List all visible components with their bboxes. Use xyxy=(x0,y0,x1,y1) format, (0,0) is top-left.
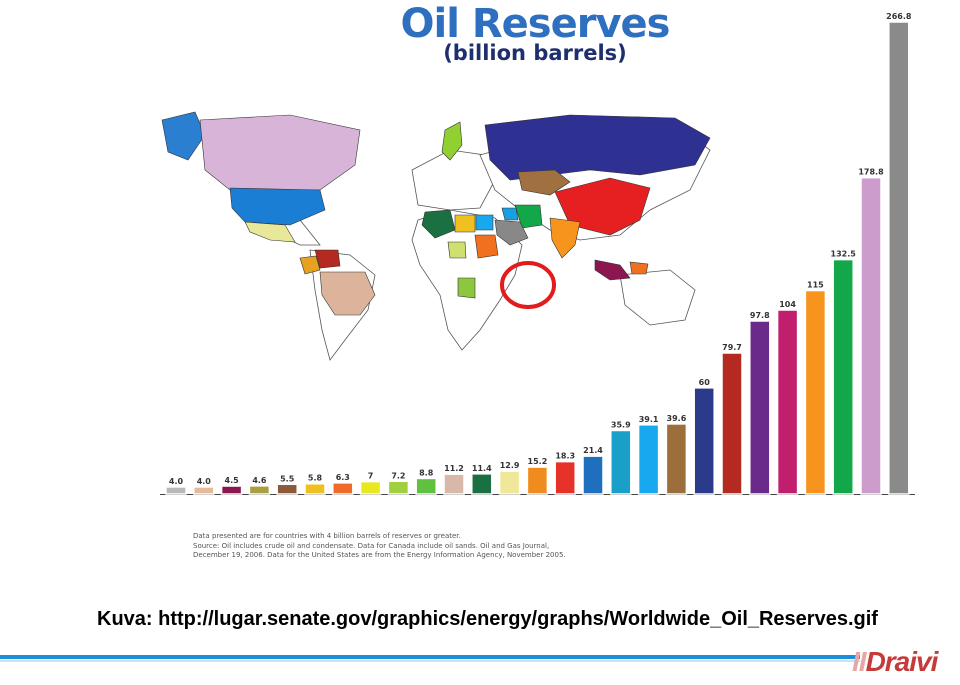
bar xyxy=(387,480,410,495)
map-sudan xyxy=(474,234,499,259)
bar xyxy=(776,309,799,495)
bar-value-label: 79.7 xyxy=(722,343,742,352)
map-norway xyxy=(441,121,463,161)
draivi-logo: IIDraivi xyxy=(852,646,939,678)
bar-value-label: 21.4 xyxy=(583,446,603,455)
footer-line-secondary xyxy=(0,660,860,662)
chart-subtitle: (billion barrels) xyxy=(443,41,627,65)
map-angola xyxy=(457,277,476,299)
bar-value-label: 266.8 xyxy=(886,12,912,21)
footer-line xyxy=(0,655,860,659)
bar xyxy=(248,485,271,495)
bar xyxy=(832,258,854,495)
bar xyxy=(443,473,465,495)
world-map xyxy=(161,111,711,361)
bar-value-label: 11.4 xyxy=(472,464,492,473)
bar-value-label: 15.2 xyxy=(528,457,548,466)
bar xyxy=(554,460,576,495)
logo-text: Draivi xyxy=(865,646,939,677)
bar-value-label: 97.8 xyxy=(750,311,770,320)
bar xyxy=(471,473,493,495)
map-greenland xyxy=(161,111,206,161)
note-line: December 19, 2006. Data for the United S… xyxy=(193,551,566,559)
bar-value-label: 8.8 xyxy=(419,468,434,477)
bar xyxy=(359,480,382,495)
bar-value-label: 4.5 xyxy=(225,476,240,485)
map-saudi xyxy=(494,219,529,246)
bar xyxy=(276,483,298,495)
bar-value-label: 7 xyxy=(368,472,374,481)
bar xyxy=(582,455,604,495)
bar-value-label: 178.8 xyxy=(858,168,884,177)
map-indonesia xyxy=(594,259,631,281)
chart-notes: Data presented are for countries with 4 … xyxy=(193,532,613,561)
map-colombia xyxy=(299,255,321,275)
map-venezuela xyxy=(314,249,341,269)
bar-value-label: 39.1 xyxy=(639,415,659,424)
australia-shape xyxy=(619,269,696,326)
bar xyxy=(193,486,215,495)
chart-title: Oil Reserves xyxy=(400,1,671,47)
map-usa xyxy=(229,187,326,226)
note-line: Data presented are for countries with 4 … xyxy=(193,532,461,540)
bar xyxy=(721,352,743,495)
bar xyxy=(165,486,187,495)
map-brazil xyxy=(319,271,376,316)
bar-value-label: 4.0 xyxy=(169,477,184,486)
bar xyxy=(860,176,882,495)
bar-value-label: 39.6 xyxy=(667,414,687,423)
source-caption: Kuva: http://lugar.senate.gov/graphics/e… xyxy=(97,608,878,630)
bar-value-label: 5.5 xyxy=(280,474,295,483)
bar xyxy=(804,289,827,495)
highlight-circle xyxy=(500,261,556,309)
bar-value-label: 115 xyxy=(807,281,824,290)
map-iran xyxy=(514,204,543,229)
bar-value-label: 6.3 xyxy=(336,473,350,482)
bar xyxy=(888,21,910,495)
bar-value-label: 132.5 xyxy=(831,250,857,259)
bar-value-label: 60 xyxy=(699,378,711,387)
map-india xyxy=(549,217,581,259)
bar xyxy=(498,470,521,495)
logo-mark: II xyxy=(852,646,867,677)
bar-value-label: 12.9 xyxy=(500,461,520,470)
bar-value-label: 5.8 xyxy=(308,474,323,483)
map-canada xyxy=(199,114,361,191)
map-algeria xyxy=(421,209,456,239)
bar xyxy=(220,485,243,495)
bar xyxy=(526,466,549,495)
map-malaysia xyxy=(629,261,649,275)
bar-value-label: 4.0 xyxy=(197,477,212,486)
bar xyxy=(665,423,688,495)
bar-value-label: 7.2 xyxy=(391,471,405,480)
map-nigeria xyxy=(447,241,467,259)
bar-value-label: 35.9 xyxy=(611,420,631,429)
bar xyxy=(749,320,771,495)
bar xyxy=(610,429,632,495)
map-kazakhstan xyxy=(517,169,571,196)
bar xyxy=(637,424,660,495)
bar-value-label: 104 xyxy=(779,300,796,309)
note-line: Source: Oil includes crude oil and conde… xyxy=(193,541,550,550)
bar xyxy=(332,482,354,495)
map-mexico xyxy=(244,221,296,243)
bar xyxy=(415,477,437,495)
map-russia xyxy=(484,114,711,181)
bar-value-label: 4.6 xyxy=(252,476,267,485)
bar-value-label: 11.2 xyxy=(444,464,464,473)
bar xyxy=(693,387,715,495)
map-iraq xyxy=(501,207,519,221)
map-libya xyxy=(454,214,476,233)
bar-value-label: 18.3 xyxy=(555,452,575,461)
bar xyxy=(304,482,326,495)
map-egypt xyxy=(475,214,494,231)
